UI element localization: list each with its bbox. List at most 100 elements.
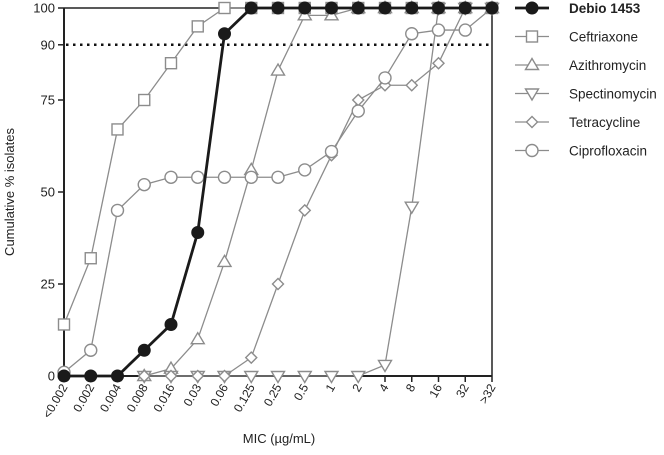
data-point-spectinomycin <box>350 370 366 384</box>
x-axis-label: MIC (µg/mL) <box>243 431 316 446</box>
x-tick-label: >32 <box>476 381 498 406</box>
data-point-ciprofloxacin <box>244 170 258 184</box>
legend-marker-ceftriaxone <box>525 30 539 43</box>
data-point-ceftriaxone <box>138 93 151 107</box>
data-point-ciprofloxacin <box>110 203 125 218</box>
data-point-spectinomycin <box>323 370 340 384</box>
series-spectinomycin <box>136 2 500 384</box>
legend: Ceftriaxone Azithromycin Spectinomycin Tetr… <box>515 1 657 159</box>
legend-marker-spectinomycin <box>524 88 540 102</box>
x-tick-label: 16 <box>426 381 445 400</box>
legend-label-debio-1453: Debio 1453 <box>569 1 641 16</box>
series-tetracycline <box>137 1 499 383</box>
legend-item-ceftriaxone: Ceftriaxone <box>515 30 638 45</box>
data-point-azithromycin <box>216 254 233 268</box>
x-tick-label: 0.016 <box>150 381 177 414</box>
x-tick-label: <0.002 <box>40 381 71 420</box>
data-point-debio-1453 <box>298 1 312 15</box>
series-azithromycin <box>136 0 500 382</box>
data-point-tetracycline <box>244 351 258 365</box>
data-point-ciprofloxacin <box>405 27 419 41</box>
data-point-ceftriaxone <box>57 318 71 331</box>
data-point-tetracycline <box>164 369 178 383</box>
legend-item-spectinomycin: Spectinomycin <box>515 87 657 102</box>
legend-label-azithromycin: Azithromycin <box>569 58 646 73</box>
data-point-tetracycline <box>218 369 231 383</box>
data-point-ceftriaxone <box>111 123 124 136</box>
data-point-debio-1453 <box>271 1 285 15</box>
data-point-ciprofloxacin <box>217 170 232 184</box>
data-point-debio-1453 <box>111 369 124 383</box>
data-point-azithromycin <box>270 62 286 76</box>
data-point-spectinomycin <box>270 370 286 384</box>
data-point-ceftriaxone <box>84 252 97 265</box>
data-point-ceftriaxone <box>218 1 231 15</box>
data-point-tetracycline <box>351 93 365 107</box>
legend-item-azithromycin: Azithromycin <box>515 57 646 73</box>
data-point-debio-1453 <box>191 225 205 239</box>
data-point-azithromycin <box>190 331 206 345</box>
legend-label-ceftriaxone: Ceftriaxone <box>569 30 638 45</box>
data-point-debio-1453 <box>164 317 178 331</box>
series-layer <box>57 0 500 384</box>
data-point-tetracycline <box>298 203 312 217</box>
data-point-debio-1453 <box>84 369 98 383</box>
series-line-ceftriaxone <box>63 7 492 325</box>
legend-marker-tetracycline <box>525 115 539 129</box>
data-point-debio-1453 <box>218 27 231 41</box>
data-point-debio-1453 <box>432 1 445 15</box>
data-point-debio-1453 <box>137 343 151 357</box>
data-point-tetracycline <box>432 56 445 70</box>
legend-marker-debio-1453 <box>525 1 539 15</box>
y-tick-label: 25 <box>41 277 55 292</box>
series-line-ciprofloxacin <box>63 7 493 373</box>
legend-marker-azithromycin <box>524 57 540 71</box>
data-point-ciprofloxacin <box>351 104 365 118</box>
series-ciprofloxacin <box>57 1 499 380</box>
data-point-debio-1453 <box>244 1 258 15</box>
data-point-tetracycline <box>137 369 151 383</box>
data-point-ciprofloxacin <box>431 23 446 37</box>
series-debio-1453 <box>57 1 499 383</box>
legend-label-spectinomycin: Spectinomycin <box>569 87 657 102</box>
data-point-tetracycline <box>191 369 205 383</box>
data-point-ciprofloxacin <box>324 144 339 159</box>
x-tick-label: 0.5 <box>291 381 312 403</box>
data-point-ceftriaxone <box>191 20 204 33</box>
y-tick-label: 90 <box>41 37 55 52</box>
x-tick-label: 0.125 <box>231 381 258 414</box>
data-point-tetracycline <box>271 277 285 291</box>
data-point-debio-1453 <box>485 1 499 15</box>
data-point-ciprofloxacin <box>298 163 312 177</box>
x-tick-label: 0.004 <box>97 381 124 414</box>
y-tick-label: 75 <box>41 93 55 108</box>
legend-item-debio-1453: Debio 1453 <box>515 1 641 16</box>
data-point-debio-1453 <box>378 1 392 15</box>
legend-label-tetracycline: Tetracycline <box>569 115 640 130</box>
data-point-debio-1453 <box>57 369 71 383</box>
data-point-spectinomycin <box>377 359 393 373</box>
x-tick-label: 0.03 <box>181 381 205 409</box>
legend-label-ciprofloxacin: Ciprofloxacin <box>569 144 647 159</box>
x-tick-label: 0.008 <box>124 381 151 414</box>
data-point-ciprofloxacin <box>458 23 472 37</box>
x-tick-label: 0.25 <box>261 381 285 409</box>
data-point-tetracycline <box>405 78 419 92</box>
y-tick-label: 100 <box>33 1 55 16</box>
x-tick-label: 0.002 <box>70 381 97 414</box>
data-point-spectinomycin <box>297 370 313 384</box>
x-tick-label: 1 <box>323 381 339 394</box>
x-tick-label: 4 <box>376 381 392 394</box>
data-point-ciprofloxacin <box>271 170 285 184</box>
data-point-ciprofloxacin <box>164 170 178 184</box>
data-point-debio-1453 <box>458 1 472 15</box>
data-point-ceftriaxone <box>164 57 178 70</box>
data-point-spectinomycin <box>404 201 420 215</box>
x-tick-label: 2 <box>349 381 365 394</box>
legend-item-tetracycline: Tetracycline <box>515 115 640 130</box>
y-tick-label: 50 <box>41 185 55 200</box>
data-point-debio-1453 <box>405 1 419 15</box>
data-point-ciprofloxacin <box>84 343 98 357</box>
